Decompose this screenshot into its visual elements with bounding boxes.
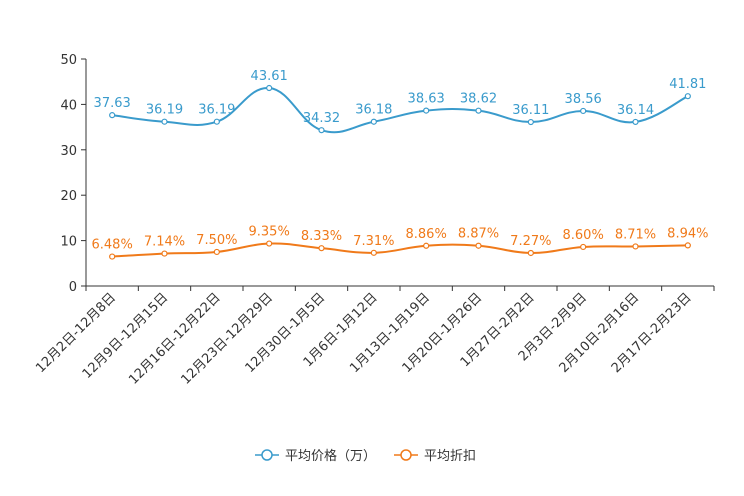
data-label: 8.94%: [667, 226, 708, 241]
data-label: 38.63: [408, 92, 445, 107]
data-label: 36.19: [146, 103, 183, 118]
data-label: 7.27%: [510, 234, 551, 249]
series-1: 6.48% 7.14% 7.50% 9.35% 8.33% 7.31% 8.86% 8.87%…: [92, 225, 708, 260]
data-point: [423, 107, 430, 114]
data-point: [109, 112, 116, 119]
data-point: [370, 118, 377, 125]
y-tick-label: 30: [60, 144, 77, 159]
legend-label: 平均价格（万）: [285, 448, 376, 464]
data-label: 8.71%: [615, 227, 656, 242]
data-point: [266, 84, 273, 92]
data-point: [370, 249, 377, 256]
data-label: 41.81: [669, 77, 706, 92]
data-label: 38.62: [460, 92, 497, 107]
data-point: [266, 240, 273, 247]
legend-label: 平均折扣: [424, 449, 476, 464]
y-tick-label: 50: [60, 53, 77, 68]
data-point: [475, 242, 482, 249]
data-point: [632, 118, 639, 126]
data-point: [423, 242, 430, 249]
data-label: 36.11: [512, 103, 549, 118]
data-point: [161, 118, 168, 125]
series-0: 37.63 36.19 36.19 43.61 34.32 36.18 38.63 38.62…: [94, 69, 706, 134]
data-label: 38.56: [565, 92, 602, 107]
data-point: [109, 253, 116, 260]
data-point: [580, 243, 587, 251]
y-tick-label: 10: [60, 235, 77, 250]
data-label: 36.18: [355, 103, 392, 118]
data-label: 9.35%: [249, 225, 290, 240]
data-label: 7.50%: [196, 233, 237, 248]
data-point: [580, 107, 587, 115]
data-label: 6.48%: [92, 238, 133, 253]
y-tick-label: 20: [60, 189, 77, 204]
series-line: [112, 242, 688, 258]
legend-item-0[interactable]: 平均价格（万）: [255, 448, 376, 464]
data-label: 8.33%: [301, 229, 342, 244]
data-point: [213, 248, 220, 256]
y-tick-label: 0: [69, 280, 77, 295]
data-label: 8.86%: [406, 227, 447, 242]
data-point: [318, 245, 325, 252]
data-label: 36.19: [198, 103, 235, 118]
legend[interactable]: 平均价格（万） 平均折扣: [255, 448, 476, 464]
data-point: [632, 243, 639, 250]
data-point: [527, 118, 534, 126]
data-point: [684, 93, 691, 100]
data-label: 7.14%: [144, 235, 185, 250]
data-label: 8.87%: [458, 227, 499, 242]
data-label: 8.60%: [563, 228, 604, 243]
y-tick-label: 40: [60, 98, 77, 113]
data-point: [475, 107, 482, 114]
x-tick-label: 12月16日-12月22日: [126, 290, 223, 387]
legend-marker-icon: [261, 449, 273, 461]
data-point: [318, 127, 325, 134]
data-point: [213, 118, 220, 125]
data-label: 37.63: [94, 96, 131, 111]
data-label: 36.14: [617, 103, 654, 118]
legend-item-1[interactable]: 平均折扣: [394, 449, 476, 464]
x-tick-label: 12月23日-12月29日: [179, 290, 276, 387]
legend-marker-icon: [400, 449, 412, 461]
data-label: 34.32: [303, 111, 340, 126]
data-label: 7.31%: [353, 234, 394, 249]
data-point: [161, 250, 168, 257]
data-point: [527, 249, 534, 257]
data-point: [684, 242, 691, 249]
data-label: 43.61: [251, 69, 288, 84]
series-layer: 37.63 36.19 36.19 43.61 34.32 36.18 38.63 38.62…: [92, 69, 708, 260]
